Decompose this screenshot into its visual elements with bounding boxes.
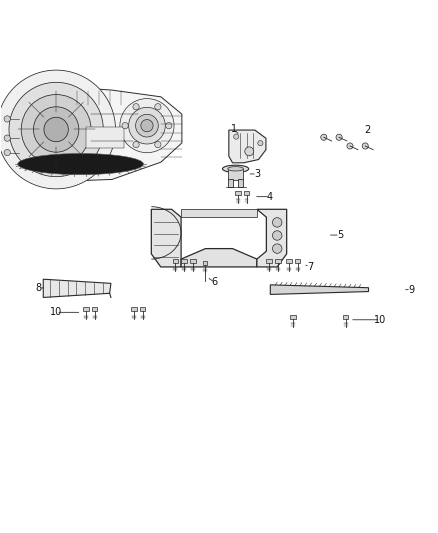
Text: 9: 9 [408,285,414,295]
Bar [140,307,145,311]
Bar [190,259,195,263]
Circle shape [9,82,103,176]
Circle shape [0,70,116,189]
Polygon shape [257,209,287,267]
Circle shape [136,114,158,137]
Bar [203,261,208,264]
Text: 1: 1 [231,124,237,134]
Circle shape [321,134,327,140]
Circle shape [155,103,161,110]
Bar [92,307,97,311]
Circle shape [33,107,79,152]
Polygon shape [229,130,266,163]
Circle shape [44,117,68,142]
Bar [295,259,300,263]
Bar [244,191,249,195]
Bar [228,169,243,180]
Circle shape [155,141,161,148]
Circle shape [336,134,342,140]
Circle shape [347,143,353,149]
Circle shape [272,244,282,253]
Bar [235,191,240,195]
Bar [131,307,137,311]
Bar [275,259,281,263]
Bar [173,259,178,263]
Bar [83,307,88,311]
Text: 10: 10 [50,308,62,317]
Circle shape [166,123,172,129]
Bar [86,127,124,148]
Circle shape [122,123,128,129]
Text: 6: 6 [212,277,218,287]
Polygon shape [43,279,111,297]
Text: 3: 3 [254,169,260,179]
Bar [238,179,243,187]
Circle shape [4,149,11,156]
Circle shape [245,147,254,156]
Text: 5: 5 [337,230,343,240]
Text: 2: 2 [364,125,371,135]
Bar [181,259,187,263]
Circle shape [133,141,139,148]
Circle shape [272,231,282,240]
Text: 10: 10 [374,315,387,325]
Circle shape [233,134,239,139]
Bar [266,259,272,263]
Circle shape [4,135,11,141]
Text: 4: 4 [267,192,273,201]
Ellipse shape [223,165,249,172]
Text: 7: 7 [307,262,313,271]
Ellipse shape [18,154,144,175]
Circle shape [141,119,153,132]
Circle shape [133,103,139,110]
Circle shape [258,141,263,146]
Bar [290,314,296,319]
Circle shape [4,116,11,122]
Polygon shape [7,85,182,181]
Ellipse shape [228,167,244,171]
Bar [181,209,257,217]
Circle shape [272,217,282,227]
Bar [228,179,233,187]
Text: 8: 8 [35,283,41,293]
Polygon shape [151,209,181,267]
Bar [343,314,348,319]
Polygon shape [270,285,368,294]
Polygon shape [181,248,257,267]
Bar [286,259,292,263]
Circle shape [362,143,368,149]
Circle shape [129,107,165,144]
Circle shape [21,94,91,164]
Circle shape [120,99,174,153]
